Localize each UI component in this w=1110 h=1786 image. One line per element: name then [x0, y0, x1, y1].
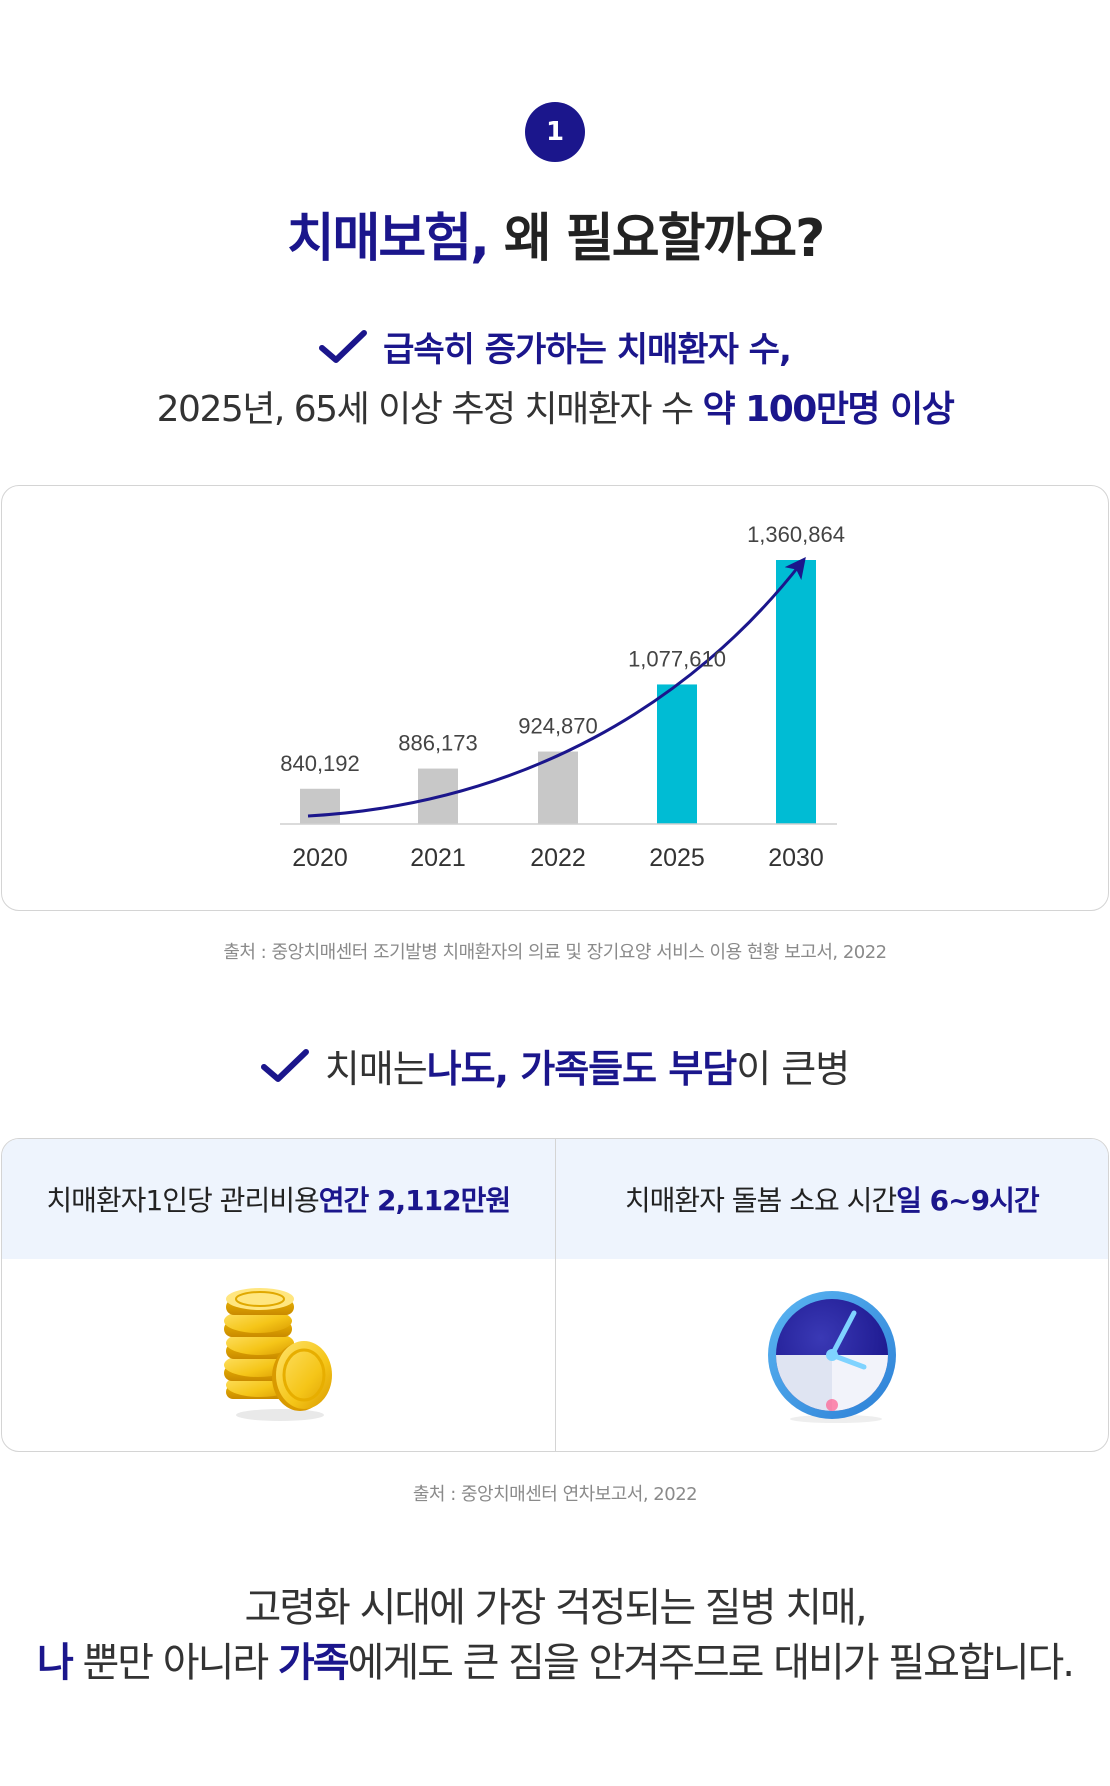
point2-headline: 치매는 나도, 가족들도 부담 이 큰병	[0, 1038, 1110, 1093]
checkmark-icon	[260, 1048, 309, 1082]
step-number: 1	[545, 117, 565, 147]
bar-2022	[538, 751, 578, 824]
data-label-2020: 840,192	[280, 751, 360, 776]
point1-headline: 급속히 증가하는 치매환자 수,	[0, 322, 1110, 371]
x-tick-2022: 2022	[530, 844, 586, 872]
stat-cost-value: 연간 2,112만원	[318, 1184, 511, 1217]
point1-headline-text: 급속히 증가하는 치매환자 수,	[383, 330, 792, 370]
bar-2025	[657, 684, 697, 824]
checkmark-icon	[319, 329, 368, 363]
data-label-2022: 924,870	[518, 714, 598, 739]
bar-2020	[300, 788, 340, 824]
stat-care-time: 치매환자 돌봄 소요 시간 일 6~9시간	[554, 1139, 1109, 1451]
page-title-accent: 치매보험,	[286, 209, 490, 269]
closing-line-1: 고령화 시대에 가장 걱정되는 질병 치매,	[244, 1585, 867, 1631]
data-label-2021: 886,173	[398, 731, 478, 756]
gold-coins-icon	[224, 1288, 333, 1421]
trend-arrow	[307, 557, 806, 818]
point2-suffix: 이 큰병	[736, 1047, 850, 1091]
x-tick-2030: 2030	[768, 844, 824, 872]
point2-accent: 나도, 가족들도 부담	[426, 1047, 738, 1091]
stat-cost: 치매환자1인당 관리비용 연간 2,112만원	[2, 1139, 555, 1451]
bar-2030	[776, 560, 816, 824]
point2-prefix: 치매는	[324, 1047, 428, 1091]
closing-line-2: 나 뿐만 아니라 가족에게도 큰 짐을 안겨주므로 대비가 필요합니다.	[0, 1630, 1110, 1688]
x-tick-2020: 2020	[292, 844, 348, 872]
stat-cost-prefix: 치매환자1인당 관리비용	[46, 1184, 319, 1217]
x-tick-2025: 2025	[649, 844, 705, 872]
stat-care-heading: 치매환자 돌봄 소요 시간 일 6~9시간	[555, 1139, 1108, 1259]
burden-stats-card: 치매환자1인당 관리비용 연간 2,112만원	[1, 1138, 1109, 1452]
stat-care-illustration	[556, 1259, 1109, 1451]
patient-growth-chart: 840,192 2020 886,173 2021 924,870 2022 1,077,6…	[280, 522, 845, 872]
page-title: 치매보험, 왜 필요할까요?	[0, 196, 1110, 271]
closing-accent-me: 나	[36, 1640, 74, 1686]
page-title-rest: 왜 필요할까요?	[487, 209, 825, 269]
clock-icon	[767, 1291, 896, 1423]
x-tick-2021: 2021	[410, 844, 466, 872]
data-label-2030: 1,360,864	[747, 522, 845, 547]
closing-accent-family: 가족	[277, 1640, 350, 1686]
closing-mid: 뿐만 아니라	[71, 1640, 278, 1686]
stat-care-prefix: 치매환자 돌봄 소요 시간	[624, 1184, 897, 1217]
stat-cost-heading: 치매환자1인당 관리비용 연간 2,112만원	[2, 1139, 555, 1259]
point1-sub-accent: 약 100만명 이상	[702, 389, 955, 430]
point1-sub-prefix: 2025년, 65세 이상 추정 치매환자 수	[156, 389, 703, 430]
stat-care-value: 일 6~9시간	[896, 1184, 1039, 1217]
point1-subtext: 2025년, 65세 이상 추정 치매환자 수 약 100만명 이상	[0, 380, 1110, 432]
chart-source-note: 출처 : 중앙치매센터 조기발병 치매환자의 의료 및 장기요양 서비스 이용 …	[223, 942, 887, 963]
data-label-2025: 1,077,610	[628, 646, 726, 671]
stats-source-note: 출처 : 중앙치매센터 연차보고서, 2022	[412, 1484, 698, 1505]
step-number-badge: 1	[525, 102, 585, 162]
patient-growth-chart-card: 840,192 2020 886,173 2021 924,870 2022 1,077,6…	[1, 485, 1109, 911]
stat-cost-illustration	[2, 1259, 555, 1451]
closing-end: 에게도 큰 짐을 안겨주므로 대비가 필요합니다.	[347, 1640, 1075, 1686]
